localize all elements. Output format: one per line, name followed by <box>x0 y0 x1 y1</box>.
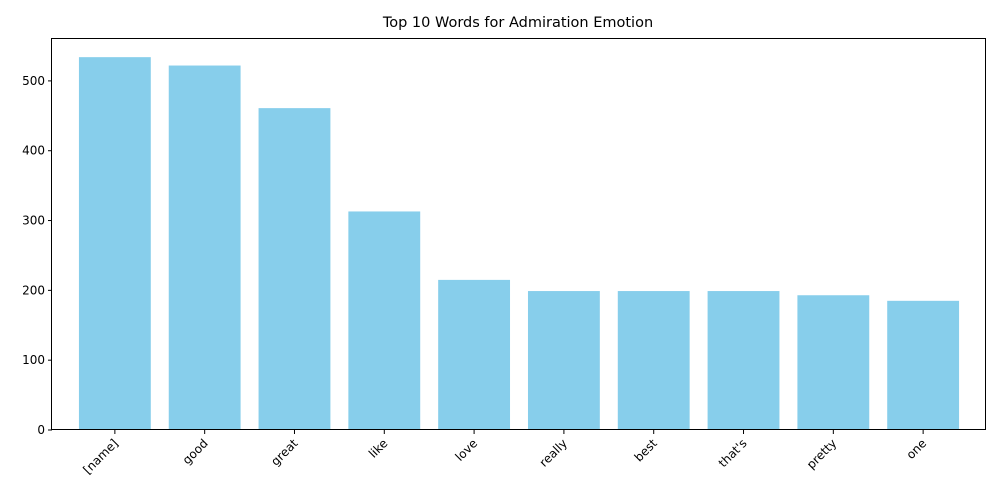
x-tick-label: [name] <box>80 436 121 477</box>
bar-5 <box>527 291 600 430</box>
y-tick-label: 500 <box>22 74 45 88</box>
bar-6 <box>617 291 690 430</box>
bar-2 <box>258 108 331 430</box>
x-tick-label: really <box>537 436 570 469</box>
x-tick-label: love <box>453 436 481 464</box>
x-tick-label: great <box>268 436 301 469</box>
x-tick-label: best <box>632 436 660 464</box>
x-axis: [name] good great like love really best that's p… <box>80 430 929 477</box>
plot-frame <box>51 38 986 430</box>
x-tick-label: one <box>904 436 930 462</box>
chart-title: Top 10 Words for Admiration Emotion <box>382 15 653 31</box>
y-tick-label: 400 <box>22 144 45 158</box>
bar-8 <box>797 295 870 430</box>
x-tick-label: good <box>180 436 211 467</box>
bar-0 <box>78 57 151 431</box>
y-axis: 0 100 200 300 400 500 <box>22 74 52 437</box>
y-tick-label: 200 <box>22 283 45 297</box>
bar-1 <box>168 65 241 431</box>
y-tick-label: 100 <box>22 353 45 367</box>
bar-9 <box>887 300 960 430</box>
bar-4 <box>438 279 511 430</box>
bars-group <box>78 57 960 431</box>
x-tick-label: that's <box>716 436 750 470</box>
x-tick-label: pretty <box>804 436 839 471</box>
x-tick-label: like <box>366 436 390 460</box>
bar-3 <box>348 211 421 430</box>
bar-7 <box>707 291 780 430</box>
y-tick-label: 300 <box>22 214 45 228</box>
y-tick-label: 0 <box>37 423 45 437</box>
